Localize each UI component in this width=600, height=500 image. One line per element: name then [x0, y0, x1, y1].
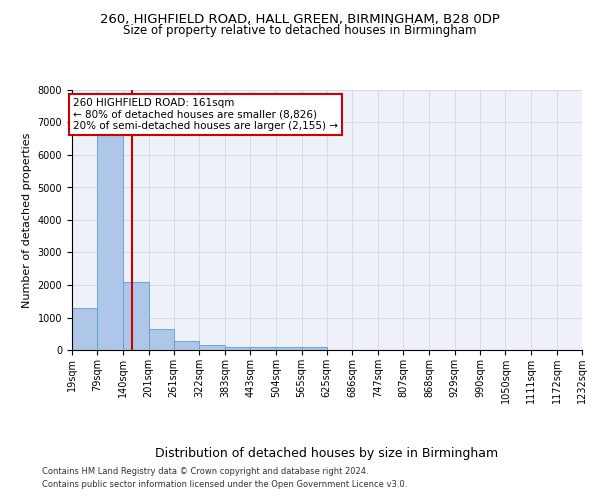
Bar	[149, 329, 174, 350]
Bar	[276, 348, 302, 350]
Bar	[225, 347, 250, 350]
Text: 260, HIGHFIELD ROAD, HALL GREEN, BIRMINGHAM, B28 0DP: 260, HIGHFIELD ROAD, HALL GREEN, BIRMING…	[100, 12, 500, 26]
Bar	[174, 340, 199, 350]
Text: 260 HIGHFIELD ROAD: 161sqm
← 80% of detached houses are smaller (8,826)
20% of s: 260 HIGHFIELD ROAD: 161sqm ← 80% of deta…	[73, 98, 338, 132]
Bar	[123, 282, 149, 350]
Y-axis label: Number of detached properties: Number of detached properties	[22, 132, 32, 308]
Bar	[302, 348, 327, 350]
Text: Contains public sector information licensed under the Open Government Licence v3: Contains public sector information licen…	[42, 480, 407, 489]
Text: Contains HM Land Registry data © Crown copyright and database right 2024.: Contains HM Land Registry data © Crown c…	[42, 467, 368, 476]
Text: Distribution of detached houses by size in Birmingham: Distribution of detached houses by size …	[155, 448, 499, 460]
Bar	[72, 308, 97, 350]
Text: Size of property relative to detached houses in Birmingham: Size of property relative to detached ho…	[123, 24, 477, 37]
Bar	[199, 345, 225, 350]
Bar	[250, 348, 276, 350]
Bar	[97, 136, 123, 350]
